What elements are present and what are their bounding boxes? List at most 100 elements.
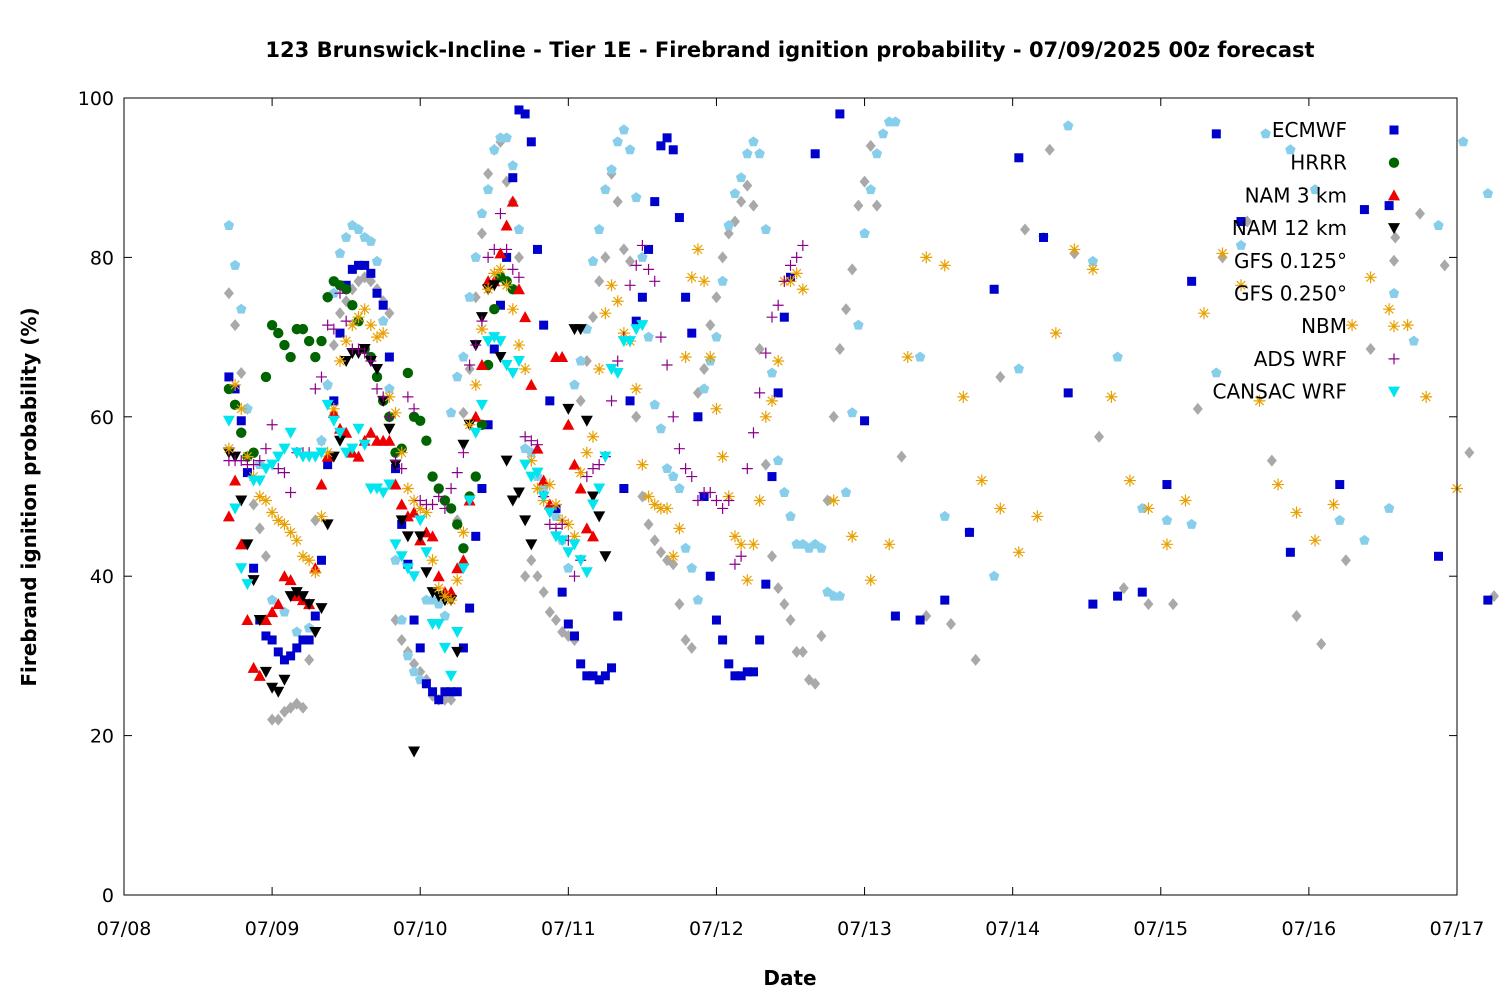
data-point	[580, 522, 593, 534]
legend-marker	[1388, 157, 1400, 168]
data-point	[964, 527, 974, 537]
data-point	[747, 538, 760, 551]
data-point	[698, 275, 711, 288]
data-point	[340, 335, 353, 348]
data-point	[1464, 446, 1475, 459]
data-point	[661, 502, 674, 515]
data-point	[1161, 514, 1173, 525]
data-point	[569, 379, 580, 390]
data-point	[259, 614, 272, 626]
data-point	[587, 530, 600, 542]
data-point	[395, 446, 408, 459]
data-point	[611, 367, 624, 379]
data-point	[550, 614, 561, 627]
data-point	[520, 570, 531, 583]
data-point	[235, 538, 248, 550]
data-point	[901, 351, 914, 364]
data-point	[975, 474, 988, 487]
data-point	[1457, 136, 1469, 147]
data-point	[643, 518, 654, 531]
data-point	[328, 323, 340, 335]
data-point	[742, 179, 753, 192]
data-point	[309, 383, 321, 395]
data-point	[445, 594, 458, 607]
data-point	[309, 451, 322, 463]
data-point	[563, 619, 573, 629]
data-point	[495, 300, 505, 310]
data-point	[810, 149, 820, 159]
data-point	[452, 371, 463, 382]
data-point	[525, 435, 537, 447]
data-point	[409, 657, 420, 670]
data-point	[525, 454, 538, 467]
data-point	[650, 197, 660, 207]
data-point	[618, 124, 630, 135]
legend-entry-label: GFS 0.250°	[1234, 282, 1347, 306]
plot-frame	[123, 97, 1458, 896]
data-point	[587, 463, 599, 475]
data-point	[222, 442, 235, 455]
data-point	[451, 562, 464, 574]
data-point	[315, 478, 328, 490]
data-point	[576, 659, 586, 669]
data-point	[692, 494, 704, 506]
data-point	[309, 626, 322, 638]
data-point	[607, 663, 617, 673]
data-point	[680, 542, 691, 553]
data-point	[434, 695, 444, 705]
data-point	[285, 487, 297, 499]
data-point	[741, 574, 754, 587]
data-point	[587, 499, 600, 511]
data-point	[272, 514, 285, 527]
data-point	[1483, 595, 1493, 605]
data-point	[796, 283, 809, 296]
data-point	[748, 667, 758, 677]
data-point	[711, 331, 722, 342]
data-point	[371, 371, 383, 383]
data-point	[655, 546, 666, 559]
data-point	[247, 575, 260, 587]
data-point	[266, 419, 278, 431]
data-point	[692, 594, 704, 605]
x-tick-label: 07/09	[245, 918, 300, 940]
data-point	[303, 554, 316, 567]
data-point	[582, 671, 592, 681]
data-point	[920, 251, 933, 264]
data-point	[445, 503, 457, 514]
data-point	[248, 459, 260, 471]
data-point	[680, 633, 691, 646]
data-point	[526, 554, 537, 567]
data-point	[698, 383, 710, 394]
data-point	[278, 570, 291, 582]
data-point	[1364, 271, 1377, 284]
data-point	[525, 378, 538, 390]
data-point	[543, 507, 556, 519]
data-point	[469, 410, 482, 422]
data-point	[470, 339, 482, 351]
data-point	[451, 467, 463, 479]
data-point	[513, 251, 524, 264]
data-point	[871, 199, 882, 212]
data-point	[333, 355, 346, 368]
data-point	[512, 283, 525, 295]
data-point	[562, 547, 575, 559]
data-point	[223, 220, 235, 230]
data-point	[544, 518, 556, 530]
data-point	[327, 415, 340, 427]
data-point	[537, 491, 550, 503]
data-point	[827, 494, 840, 507]
data-point	[291, 626, 303, 637]
data-point	[1143, 598, 1154, 611]
data-point	[957, 390, 970, 403]
data-point	[556, 535, 569, 547]
data-point	[469, 427, 482, 439]
data-point	[1211, 129, 1221, 139]
data-point	[222, 510, 235, 522]
data-point	[290, 587, 303, 599]
legend-marker	[1388, 320, 1400, 333]
data-point	[549, 531, 562, 543]
data-point	[494, 352, 507, 364]
data-point	[1285, 547, 1295, 557]
data-point	[494, 247, 507, 259]
data-point	[346, 319, 359, 332]
